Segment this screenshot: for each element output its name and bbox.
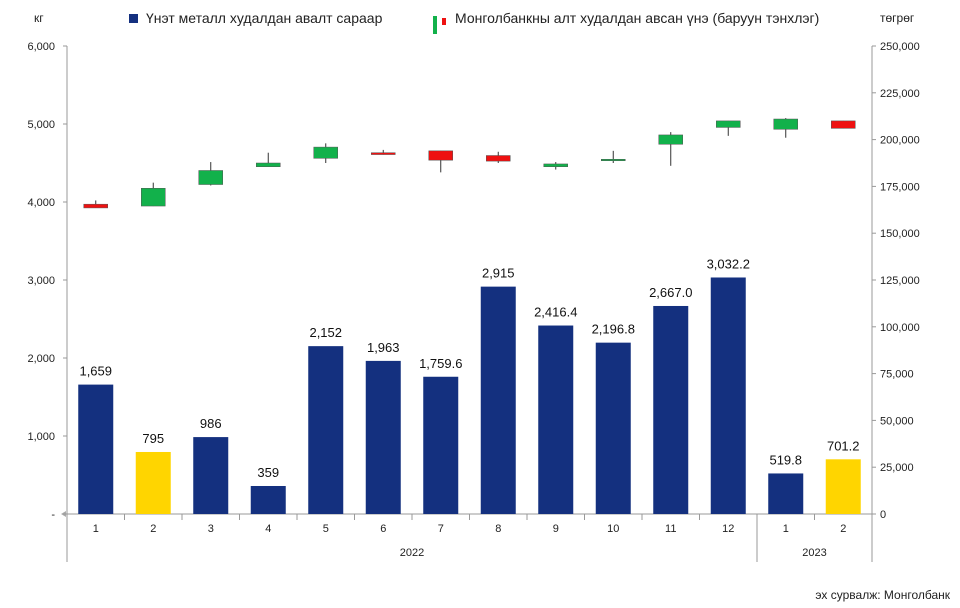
x-month-label: 5 bbox=[323, 523, 329, 535]
candle-down bbox=[486, 155, 511, 162]
right-tick-label: 250,000 bbox=[880, 41, 920, 53]
bar bbox=[308, 346, 344, 514]
x-month-label: 6 bbox=[380, 523, 386, 535]
bar-data-label: 795 bbox=[142, 431, 164, 446]
left-tick-label: - bbox=[51, 509, 55, 521]
left-tick-label: 6,000 bbox=[27, 41, 55, 53]
right-tick-label: 200,000 bbox=[880, 135, 920, 147]
right-tick-label: 25,000 bbox=[880, 462, 914, 474]
legend: Үнэт металл худалдан авалт сараар Монгол… bbox=[129, 10, 819, 34]
candle-up bbox=[543, 163, 568, 167]
x-month-label: 3 bbox=[208, 523, 214, 535]
bar-data-label: 519.8 bbox=[769, 452, 802, 467]
left-tick-label: 5,000 bbox=[27, 119, 55, 131]
candle-down bbox=[831, 120, 856, 129]
right-axis-unit: төгрөг bbox=[880, 11, 915, 25]
x-month-label: 9 bbox=[553, 523, 559, 535]
legend-bars-label: Үнэт металл худалдан авалт сараар bbox=[146, 10, 383, 26]
candle-up bbox=[313, 146, 338, 159]
data-labels: 1,659 795 986 359 2,152 1,963 1,759.6 2,915 2,41… bbox=[79, 256, 859, 480]
left-tick-label: 1,000 bbox=[27, 431, 55, 443]
legend-candles-label: Монголбанкны алт худалдан авсан үнэ (бар… bbox=[455, 10, 819, 26]
bar-data-label: 2,667.0 bbox=[649, 285, 692, 300]
x-month-label: 4 bbox=[265, 523, 271, 535]
bar bbox=[710, 277, 746, 514]
bar bbox=[538, 325, 574, 514]
right-tick-label: 175,000 bbox=[880, 181, 920, 193]
bar bbox=[250, 485, 286, 514]
left-tick-label: 2,000 bbox=[27, 353, 55, 365]
bar-data-label: 1,759.6 bbox=[419, 356, 462, 371]
right-tick-label: 75,000 bbox=[880, 369, 914, 381]
x-month-label: 1 bbox=[783, 523, 789, 535]
bar bbox=[423, 376, 459, 514]
candle-up bbox=[658, 134, 683, 145]
right-tick-label: 225,000 bbox=[880, 88, 920, 100]
left-tick-label: 4,000 bbox=[27, 197, 55, 209]
x-month-label: 7 bbox=[438, 523, 444, 535]
bar-data-label: 701.2 bbox=[827, 438, 860, 453]
candle-up bbox=[141, 188, 166, 207]
x-month-label: 12 bbox=[722, 523, 734, 535]
legend-candle-icon bbox=[433, 16, 446, 34]
candle-up bbox=[773, 118, 798, 130]
x-month-label: 2 bbox=[840, 523, 846, 535]
bars-series bbox=[78, 277, 861, 514]
bar-data-label: 359 bbox=[257, 465, 279, 480]
bar bbox=[653, 305, 689, 514]
x-year-label: 2023 bbox=[802, 547, 826, 559]
candles-series bbox=[83, 118, 856, 209]
right-tick-label: 100,000 bbox=[880, 322, 920, 334]
source-note: эх сурвалж: Монголбанк bbox=[815, 588, 950, 602]
bar-data-label: 2,915 bbox=[482, 266, 515, 281]
x-month-label: 1 bbox=[93, 523, 99, 535]
bar bbox=[480, 286, 516, 514]
bar-data-label: 1,963 bbox=[367, 340, 400, 355]
right-tick-label: 50,000 bbox=[880, 415, 914, 427]
right-tick-label: 150,000 bbox=[880, 228, 920, 240]
candle-up bbox=[601, 159, 626, 162]
candle-up bbox=[256, 162, 281, 167]
bar-data-label: 1,659 bbox=[79, 364, 112, 379]
x-month-label: 8 bbox=[495, 523, 501, 535]
bar bbox=[825, 459, 861, 514]
bar bbox=[768, 473, 804, 514]
bar bbox=[365, 360, 401, 514]
bar bbox=[78, 384, 114, 514]
candle-down bbox=[371, 152, 396, 155]
bar-data-label: 986 bbox=[200, 416, 222, 431]
left-axis-unit: кг bbox=[34, 11, 44, 25]
bar bbox=[595, 342, 631, 514]
x-month-label: 10 bbox=[607, 523, 619, 535]
bar-data-label: 3,032.2 bbox=[707, 256, 750, 271]
bar-data-label: 2,152 bbox=[309, 325, 342, 340]
x-month-label: 11 bbox=[665, 523, 676, 535]
candle-down bbox=[83, 203, 108, 209]
x-month-label: 2 bbox=[150, 523, 156, 535]
right-tick-label: 0 bbox=[880, 509, 886, 521]
right-tick-label: 125,000 bbox=[880, 275, 920, 287]
bar-data-label: 2,196.8 bbox=[592, 322, 635, 337]
x-year-label: 2022 bbox=[400, 547, 424, 559]
legend-bar-swatch bbox=[129, 14, 138, 23]
left-tick-label: 3,000 bbox=[27, 275, 55, 287]
bar bbox=[135, 451, 171, 514]
bar bbox=[193, 437, 229, 514]
bar-data-label: 2,416.4 bbox=[534, 305, 577, 320]
candle-up bbox=[198, 170, 223, 185]
candle-up bbox=[716, 120, 741, 128]
candle-down bbox=[428, 150, 453, 161]
